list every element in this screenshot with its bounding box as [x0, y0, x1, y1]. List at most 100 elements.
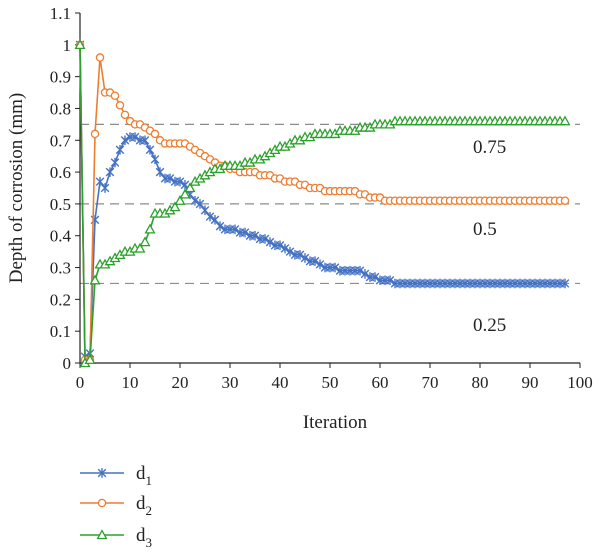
legend-marker [97, 498, 107, 508]
x-tick-label: 60 [372, 373, 389, 392]
y-axis-title: Depth of corrosion (mm) [6, 93, 27, 283]
data-point [205, 211, 215, 222]
data-point [165, 173, 175, 184]
data-point [115, 101, 125, 110]
legend: d1 d2 d3 [80, 463, 152, 550]
data-point [175, 176, 185, 187]
data-point [89, 274, 101, 285]
x-tick-label: 20 [172, 373, 189, 392]
series-layer [74, 39, 571, 368]
y-tick-label: 0.6 [50, 163, 71, 182]
data-point [195, 199, 205, 209]
series-d3 [74, 39, 571, 368]
data-point [144, 223, 156, 234]
annotation-0.75: 0.75 [473, 137, 506, 158]
data-point [145, 145, 155, 155]
data-point [90, 129, 100, 139]
data-point [150, 154, 160, 165]
data-point [300, 253, 310, 263]
y-tick-label: 1 [63, 36, 72, 55]
data-point [275, 240, 285, 251]
legend-item-d3: d3 [80, 525, 152, 550]
data-point [310, 256, 320, 266]
data-point [190, 195, 200, 206]
legend-label: d1 [136, 463, 152, 488]
data-point [174, 194, 186, 205]
legend-marker [97, 468, 107, 478]
data-point [295, 250, 305, 260]
y-tick-label: 0.3 [50, 259, 71, 278]
data-point [179, 188, 191, 199]
data-point [360, 269, 370, 279]
x-tick-label: 80 [472, 373, 489, 392]
x-tick-label: 50 [322, 373, 339, 392]
y-tick-label: 0.7 [50, 131, 72, 150]
data-point [265, 237, 275, 247]
data-point [134, 242, 146, 253]
legend-label: d3 [136, 525, 152, 550]
data-point [560, 278, 570, 289]
data-point [184, 182, 196, 193]
data-point [559, 115, 571, 126]
data-point [74, 39, 86, 49]
data-point [260, 234, 270, 244]
data-point [240, 227, 250, 238]
y-tick-label: 0 [63, 354, 72, 373]
data-point [210, 215, 220, 225]
data-point [110, 91, 120, 100]
x-tick-label: 40 [272, 373, 289, 392]
legend-item-d2: d2 [80, 493, 152, 518]
data-point [200, 205, 210, 216]
y-tick-label: 0.2 [50, 290, 71, 309]
y-tick-label: 0.9 [50, 68, 71, 87]
data-point [230, 224, 240, 235]
data-point [120, 135, 130, 146]
x-tick-label: 100 [567, 373, 593, 392]
data-point [150, 129, 160, 139]
data-point [140, 135, 150, 146]
legend-item-d1: d1 [80, 463, 152, 488]
data-point [285, 246, 295, 257]
data-point [355, 265, 365, 276]
annotation-0.25: 0.25 [473, 315, 506, 336]
x-axis-title: Iteration [303, 412, 368, 433]
y-tick-label: 0.4 [50, 227, 72, 246]
y-tick-label: 0.1 [50, 322, 71, 341]
y-tick-label: 0.8 [50, 99, 71, 118]
data-point [315, 259, 325, 270]
data-point [330, 262, 340, 273]
data-point [120, 110, 130, 120]
data-point [95, 53, 105, 62]
x-tick-label: 90 [522, 373, 539, 392]
x-tick-label: 0 [76, 373, 85, 392]
data-point [110, 157, 120, 168]
annotation-0.5: 0.5 [473, 219, 497, 240]
data-point [130, 132, 140, 142]
data-point [215, 221, 225, 231]
legend-marker [96, 529, 108, 540]
data-point [169, 201, 181, 212]
data-point [84, 354, 96, 364]
series-d1 [75, 40, 570, 362]
legend-label: d2 [136, 493, 152, 518]
x-tick-label: 10 [122, 373, 139, 392]
x-tick-label: 30 [222, 373, 239, 392]
data-point [250, 230, 260, 241]
reference-annotations: 0.75 0.5 0.25 [473, 137, 506, 336]
y-tick-label: 0.5 [50, 195, 71, 214]
data-point [370, 272, 380, 282]
data-point [280, 243, 290, 254]
axes: 0 10 20 30 40 50 60 70 80 90 10000.10.20.30.40.50.… [50, 4, 593, 392]
data-point [560, 196, 570, 205]
data-point [385, 275, 395, 286]
data-point [95, 176, 105, 187]
reference-lines [80, 123, 580, 285]
data-point [100, 183, 110, 193]
data-point [105, 167, 115, 177]
series-d2 [75, 40, 570, 365]
x-tick-label: 70 [422, 373, 439, 392]
data-point [139, 236, 151, 247]
y-tick-label: 1.1 [50, 4, 71, 23]
data-point [155, 167, 165, 177]
